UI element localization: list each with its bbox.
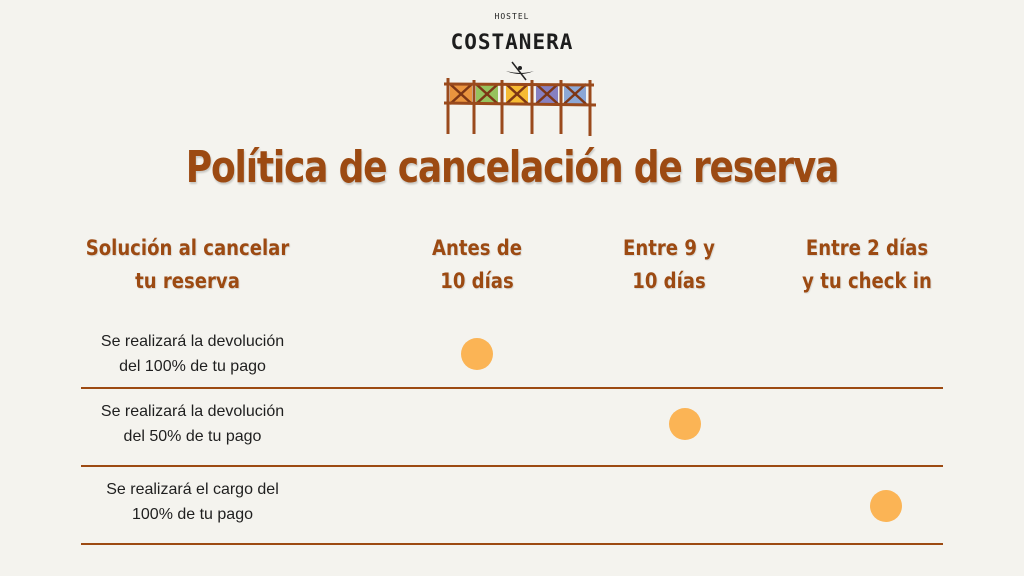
column-header-line: y tu check in — [802, 269, 932, 293]
hostel-logo: HOSTEL COSTANERA — [0, 0, 1024, 145]
column-header-line: Entre 2 días — [805, 236, 929, 260]
row-divider — [81, 543, 943, 545]
column-header-line: Solución al cancelar — [85, 236, 290, 260]
row-label-line: del 50% de tu pago — [123, 428, 262, 445]
row-label-line: Se realizará la devolución — [100, 403, 285, 420]
logo-small-text: HOSTEL — [494, 12, 530, 21]
column-header-solution: Solución al cancelar tu reserva — [82, 232, 293, 298]
marker-dot-row-1 — [461, 338, 493, 370]
row-divider — [81, 465, 943, 467]
row-label-full-charge: Se realizará el cargo del 100% de tu pag… — [80, 477, 305, 527]
row-label-full-refund: Se realizará la devolución del 100% de t… — [80, 329, 305, 379]
row-label-line: Se realizará el cargo del — [106, 481, 279, 498]
row-divider — [81, 387, 943, 389]
column-header-line: tu reserva — [135, 269, 240, 293]
column-header-before-10-days: Antes de 10 días — [408, 232, 546, 298]
row-label-line: Se realizará la devolución — [100, 333, 285, 350]
row-label-line: 100% de tu pago — [132, 506, 253, 523]
column-header-line: 10 días — [440, 269, 514, 293]
row-label-half-refund: Se realizará la devolución del 50% de tu… — [80, 399, 305, 449]
column-header-line: Entre 9 y — [623, 236, 715, 260]
marker-dot-row-3 — [870, 490, 902, 522]
page-title: Política de cancelación de reserva — [185, 142, 840, 193]
marker-dot-row-2 — [669, 408, 701, 440]
column-header-line: 10 días — [632, 269, 706, 293]
kayak-icon — [506, 61, 534, 81]
column-header-9-to-10-days: Entre 9 y 10 días — [600, 232, 738, 298]
column-header-2-days-to-checkin: Entre 2 días y tu check in — [785, 232, 948, 298]
column-header-line: Antes de — [432, 236, 522, 260]
pier-illustration — [443, 61, 597, 136]
logo-name: COSTANERA — [450, 30, 574, 54]
row-label-line: del 100% de tu pago — [119, 358, 266, 375]
